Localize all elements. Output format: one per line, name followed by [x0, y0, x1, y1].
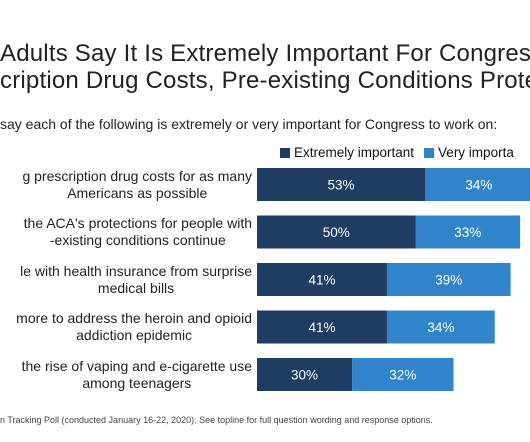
- category-label: the rise of vaping and e-cigarette use am…: [22, 358, 252, 392]
- data-label: 34%: [427, 320, 454, 335]
- category-label: the ACA's protections for people with -ex…: [24, 215, 252, 249]
- bar-very-important: [425, 168, 530, 201]
- chart-footnote: n Tracking Poll (conducted January 16-22…: [0, 415, 433, 425]
- data-label: 32%: [389, 368, 416, 383]
- chart-title-line-1: Adults Say It Is Extremely Important For…: [0, 40, 530, 67]
- bar-very-important: [415, 215, 521, 249]
- category-label-line: -existing conditions continue: [49, 232, 226, 248]
- bar-very-important: [386, 263, 511, 296]
- category-label-line: le with health insurance from surprise: [20, 262, 252, 279]
- legend-swatch-very: [424, 147, 435, 158]
- chart-title-line-2: cription Drug Costs, Pre-existing Condit…: [0, 67, 530, 94]
- legend-item-very: Very importa: [424, 145, 514, 160]
- bar-extremely-important: [257, 358, 353, 391]
- data-label: 30%: [291, 368, 318, 383]
- data-label: 50%: [323, 225, 350, 240]
- data-label: 53%: [327, 178, 354, 193]
- category-label-line: more to address the heroin and opioid: [16, 310, 252, 326]
- legend-item-extremely: Extremely important: [280, 145, 414, 160]
- category-label-line: g prescription drug costs for as many: [22, 167, 252, 184]
- data-label: 41%: [308, 273, 335, 288]
- legend-swatch-extremely: [280, 147, 290, 158]
- legend-label-very: Very importa: [438, 145, 514, 160]
- data-label: 39%: [435, 273, 462, 288]
- bar-extremely-important: [257, 310, 387, 344]
- category-label-line: among teenagers: [82, 374, 192, 391]
- bar-very-important: [386, 310, 495, 344]
- chart-subtitle: say each of the following is extremely o…: [0, 116, 498, 132]
- bar-extremely-important: [257, 263, 387, 296]
- bar-very-important: [352, 358, 454, 391]
- category-label-line: addiction epidemic: [76, 327, 193, 343]
- category-label-line: the rise of vaping and e-cigarette use: [21, 357, 252, 374]
- data-label: 33%: [454, 225, 481, 240]
- data-label: 41%: [308, 320, 335, 335]
- category-label-line: medical bills: [97, 279, 175, 296]
- legend-label-extremely: Extremely important: [294, 145, 415, 160]
- category-label: g prescription drug costs for as many Ame…: [22, 168, 252, 202]
- bar-extremely-important: [257, 215, 416, 249]
- category-label: more to address the heroin and opioid add…: [16, 310, 252, 344]
- bar-extremely-important: [257, 168, 426, 201]
- data-label: 34%: [465, 178, 492, 193]
- category-label: le with health insurance from surprise me…: [20, 263, 252, 297]
- category-label-line: Americans as possible: [67, 184, 208, 201]
- chart-legend: Extremely important Very importa: [280, 145, 524, 160]
- category-label-line: the ACA's protections for people with: [23, 215, 252, 231]
